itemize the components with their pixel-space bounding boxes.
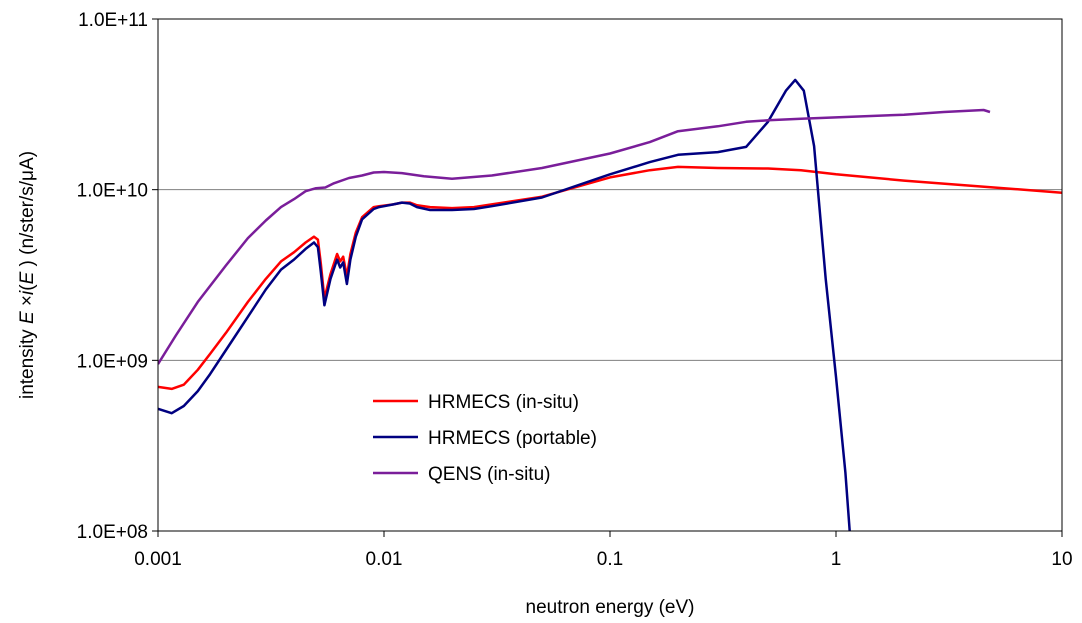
x-tick-label: 1 <box>831 549 842 570</box>
series-line-hrmecs-portable <box>158 78 851 531</box>
x-tick-label: 10 <box>1051 549 1072 570</box>
y-axis-title-mu: μ <box>17 170 38 181</box>
y-axis-ticks: 1.0E+08 1.0E+09 1.0E+10 1.0E+11 <box>77 10 158 543</box>
y-axis-title-i: i <box>17 290 38 295</box>
y-tick-label: 1.0E+09 <box>77 351 148 372</box>
y-axis-title-open: ( <box>17 284 38 291</box>
y-axis-title-prefix: intensity <box>17 324 38 399</box>
x-tick-label: 0.001 <box>134 549 182 570</box>
y-axis-title-times: × <box>17 295 38 311</box>
legend-label-hrmecs-portable: HRMECS (portable) <box>428 428 597 449</box>
y-axis-title-energy-2: E <box>17 271 38 284</box>
y-axis-title-unit-end: A) <box>17 151 38 170</box>
series-line-qens-in-situ <box>158 108 991 365</box>
y-axis-title: intensity E ×i(E ) (n/ster/s/μA) <box>17 151 38 399</box>
x-axis-ticks: 0.001 0.01 0.1 1 10 <box>134 531 1073 570</box>
legend: HRMECS (in-situ) HRMECS (portable) QENS … <box>373 392 597 485</box>
x-tick-label: 0.01 <box>366 549 403 570</box>
y-tick-label: 1.0E+11 <box>78 10 148 31</box>
x-tick-label: 0.1 <box>597 549 623 570</box>
y-tick-label: 1.0E+10 <box>77 181 148 202</box>
x-axis-title: neutron energy (eV) <box>526 597 695 618</box>
y-axis-title-units: ) (n/ster/s/ <box>17 180 38 272</box>
y-axis-title-energy: E <box>17 311 38 324</box>
y-tick-label: 1.0E+08 <box>77 522 148 543</box>
series-layer <box>158 78 1062 531</box>
legend-label-qens-in-situ: QENS (in-situ) <box>428 464 550 485</box>
legend-label-hrmecs-in-situ: HRMECS (in-situ) <box>428 392 579 413</box>
